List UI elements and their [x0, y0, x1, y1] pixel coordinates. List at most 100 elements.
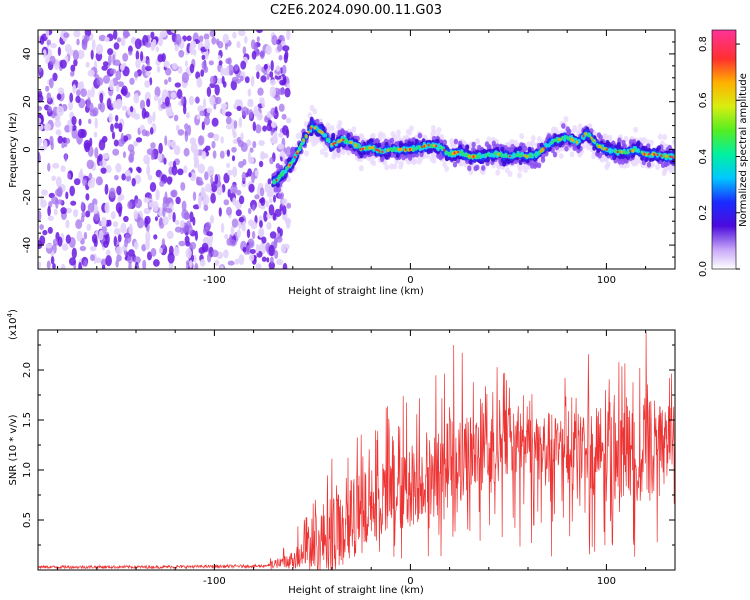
ridge-blob [436, 126, 442, 134]
ridge-blob [340, 148, 346, 155]
noise-blob [102, 153, 110, 159]
noise-blob [157, 54, 164, 63]
noise-blob [175, 124, 180, 132]
noise-blob [268, 244, 275, 257]
noise-blob [133, 241, 139, 250]
noise-blob [162, 216, 169, 226]
noise-blob [248, 253, 255, 262]
ridge-blob [314, 136, 320, 143]
ridge-blob [608, 147, 612, 152]
noise-blob [261, 153, 269, 159]
noise-blob [238, 117, 243, 128]
noise-blob [112, 100, 118, 109]
snr-xtick-label: -100 [203, 576, 226, 587]
noise-blob [115, 114, 119, 122]
noise-blob [278, 54, 283, 61]
noise-blob [152, 111, 156, 123]
noise-blob [175, 33, 182, 46]
noise-blob [277, 88, 286, 96]
ridge-blob [444, 150, 448, 154]
noise-blob [275, 95, 281, 101]
noise-blob [60, 207, 67, 215]
noise-blob [266, 221, 272, 230]
noise-blob [133, 140, 139, 147]
noise-blob [38, 66, 42, 73]
noise-blob [282, 262, 288, 269]
noise-blob [219, 150, 225, 159]
noise-blob [211, 140, 216, 149]
noise-blob [143, 154, 150, 165]
noise-blob [122, 52, 129, 62]
noise-blob [172, 212, 176, 223]
ridge-blob [597, 144, 600, 149]
noise-blob [65, 234, 71, 244]
ridge-blob [461, 152, 465, 156]
noise-blob [224, 111, 232, 117]
noise-blob [256, 36, 260, 43]
noise-blob [144, 207, 149, 214]
ridge-blob [481, 165, 486, 171]
noise-blob [284, 87, 291, 98]
noise-blob [142, 259, 147, 269]
noise-blob [98, 34, 106, 42]
noise-blob [214, 174, 219, 185]
noise-blob [113, 30, 118, 40]
noise-blob [85, 210, 91, 218]
noise-blob [40, 195, 44, 204]
noise-blob [156, 65, 161, 73]
noise-blob [177, 66, 183, 74]
noise-blob [81, 39, 87, 50]
noise-blob [129, 105, 134, 113]
noise-blob [131, 177, 136, 187]
noise-blob [77, 128, 85, 139]
ridge-blob [467, 154, 471, 158]
ridge-blob [468, 159, 473, 165]
noise-blob [101, 264, 106, 269]
noise-blob [200, 69, 205, 77]
ridge-blob [323, 151, 329, 158]
noise-blob [212, 150, 217, 159]
noise-blob [85, 61, 90, 68]
noise-blob [85, 193, 90, 201]
noise-blob [226, 206, 232, 216]
noise-blob [226, 162, 231, 168]
noise-blob [285, 117, 292, 124]
ridge-blob [540, 149, 543, 153]
ridge-blob [628, 139, 634, 145]
ridge-blob [431, 157, 437, 164]
noise-blob [79, 168, 83, 178]
ridge-blob [523, 154, 526, 158]
noise-blob [268, 204, 275, 216]
noise-blob [141, 129, 148, 137]
ridge-blob [629, 149, 632, 153]
noise-blob [265, 44, 272, 56]
noise-blob [122, 151, 127, 159]
noise-blob [269, 71, 274, 78]
ridge-blob [345, 138, 348, 142]
noise-blob [159, 180, 165, 187]
noise-blob [257, 87, 264, 96]
ridge-blob [439, 145, 443, 150]
noise-blob [171, 165, 178, 176]
ridge-blob [633, 126, 638, 133]
ridge-blob [661, 170, 667, 177]
noise-blob [173, 114, 179, 122]
noise-blob [72, 84, 77, 94]
noise-blob [247, 88, 252, 97]
noise-blob [49, 55, 56, 65]
ridge-blob [623, 150, 627, 155]
noise-blob [112, 221, 119, 228]
ridge-blob [526, 154, 529, 159]
ridge-blob [491, 140, 496, 147]
noise-blob [201, 151, 207, 160]
noise-blob [240, 60, 247, 70]
noise-blob [206, 86, 212, 98]
noise-blob [159, 31, 167, 38]
noise-blob [57, 186, 63, 198]
spectrogram-xlabel: Height of straight line (km) [288, 286, 424, 297]
ridge-blob [607, 134, 613, 141]
ridge-blob [553, 138, 557, 142]
noise-blob [239, 75, 244, 82]
